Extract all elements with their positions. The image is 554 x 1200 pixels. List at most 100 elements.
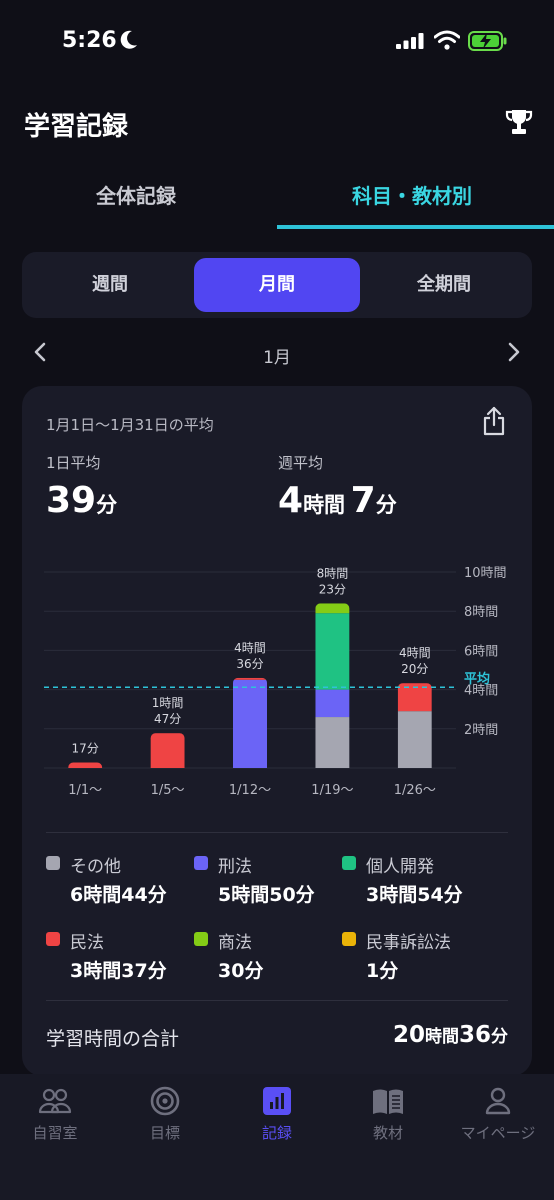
target-icon [150,1086,180,1116]
tab-materials-label: 教材 [372,1124,403,1142]
period-segmented-control: 週間 月間 全期間 [22,252,532,318]
legend-value: 30分 [218,960,264,982]
segment-all-time[interactable]: 全期間 [417,274,471,295]
bar-total-label: 47分 [154,712,181,726]
bar-segment [397,711,432,768]
x-tick-label: 1/1〜 [68,783,102,798]
weekly-average-label: 週平均 [278,454,324,472]
tab-study-room-label: 自習室 [32,1124,78,1142]
tab-record[interactable]: 記録 [222,1086,332,1143]
bar-total-label: 36分 [236,657,263,671]
daily-average-number: 39 [46,480,97,521]
month-label: 1月 [263,348,291,368]
tab-materials[interactable]: 教材 [333,1086,443,1143]
wifi-icon [434,30,460,50]
tab-goal[interactable]: 目標 [110,1086,220,1143]
bar-total-label: 4時間 [234,641,266,655]
y-tick-label: 6時間 [464,644,498,659]
total-study-time-label: 学習時間の合計 [46,1028,180,1050]
bar-segment [315,603,350,614]
bar-total-label: 17分 [72,742,99,756]
chevron-left-icon[interactable] [30,338,50,366]
bar-total-label: 23分 [319,582,346,596]
bar-total-label: 20分 [401,662,428,676]
bar-segment [315,613,350,690]
legend-swatch [46,856,60,870]
segment-monthly[interactable]: 月間 [194,258,360,312]
person-icon [485,1087,511,1115]
stats-card [22,386,532,1076]
daily-average-unit: 分 [96,493,118,517]
trophy-icon[interactable] [505,108,533,136]
people-icon [38,1088,72,1114]
x-tick-label: 1/19〜 [311,783,353,798]
book-icon [373,1089,403,1114]
tab-by-subject[interactable]: 科目・教材別 [352,184,472,208]
bar-chart-icon [263,1087,291,1115]
bar-segment [233,679,267,768]
tab-my-page-label: マイページ [460,1124,536,1142]
battery-charging-icon [468,31,507,51]
total-minutes: 36 [458,1022,491,1048]
bar-segment [315,717,350,768]
weekly-average-minutes: 7 [350,480,376,521]
daily-average-label: 1日平均 [46,454,101,472]
bar-total-label: 1時間 [152,696,184,710]
bar-segment [233,677,267,680]
moon-icon [120,30,137,49]
legend-name: 刑法 [218,857,252,877]
y-tick-label: 2時間 [464,723,498,738]
average-period-label: 1月1日〜1月31日の平均 [46,416,214,434]
status-time: 5:26 [62,28,117,53]
legend-swatch [342,856,356,870]
weekly-average-hours: 4 [278,480,304,521]
weekly-average-value: 4時間 7分 [278,480,397,521]
tab-record-label: 記録 [261,1124,292,1142]
legend-swatch [194,932,208,946]
total-hours-unit: 時間 [424,1027,459,1047]
total-study-time-value: 20時間36分 [393,1022,508,1048]
y-tick-label: 4時間 [464,684,498,699]
legend-name: 民事訴訟法 [366,933,451,953]
bar-segment [315,689,350,718]
average-line-label: 平均 [464,671,490,687]
bar-segment [150,733,185,768]
legend-value: 3時間37分 [70,960,167,982]
legend-swatch [46,932,60,946]
legend-swatch [342,932,356,946]
tab-overall-record[interactable]: 全体記録 [96,184,176,208]
bar-segment [68,762,103,768]
status-bar: 5:26 [0,0,554,84]
legend-value: 6時間44分 [70,884,167,906]
y-tick-label: 10時間 [464,566,507,581]
legend-bottom-divider [46,1000,508,1001]
page-title: 学習記録 [24,112,129,142]
legend-value: 3時間54分 [366,884,463,906]
tab-study-room[interactable]: 自習室 [0,1086,110,1143]
active-tab-indicator [277,225,554,229]
x-tick-label: 1/12〜 [229,783,271,798]
legend-name: その他 [70,857,121,877]
daily-average-value: 39分 [46,480,117,521]
legend-name: 個人開発 [366,857,434,877]
legend-swatch [194,856,208,870]
share-icon[interactable] [482,406,506,436]
bar-total-label: 4時間 [399,646,431,660]
bar-total-label: 8時間 [317,566,349,580]
chevron-right-icon[interactable] [504,338,524,366]
weekly-average-minutes-unit: 分 [375,493,397,517]
legend-value: 1分 [366,960,399,982]
y-tick-label: 8時間 [464,605,498,620]
legend-name: 民法 [70,933,104,953]
tab-my-page[interactable]: マイページ [443,1086,553,1143]
legend-name: 商法 [218,933,252,953]
weekly-study-chart: 2時間 4時間 6時間 8時間 10時間 17分 1/1〜 1時間 47分 1/5〜 4時間 36分 1… [44,566,507,798]
segment-weekly[interactable]: 週間 [92,274,128,295]
total-hours: 20 [392,1022,425,1048]
x-tick-label: 1/5〜 [151,783,185,798]
weekly-average-hours-unit: 時間 [303,493,346,517]
cellular-signal-icon [396,33,424,49]
bottom-tab-bar: 自習室 目標 記録 教材 マイページ [0,1074,554,1200]
x-tick-label: 1/26〜 [394,783,436,798]
legend-top-divider [46,832,508,833]
